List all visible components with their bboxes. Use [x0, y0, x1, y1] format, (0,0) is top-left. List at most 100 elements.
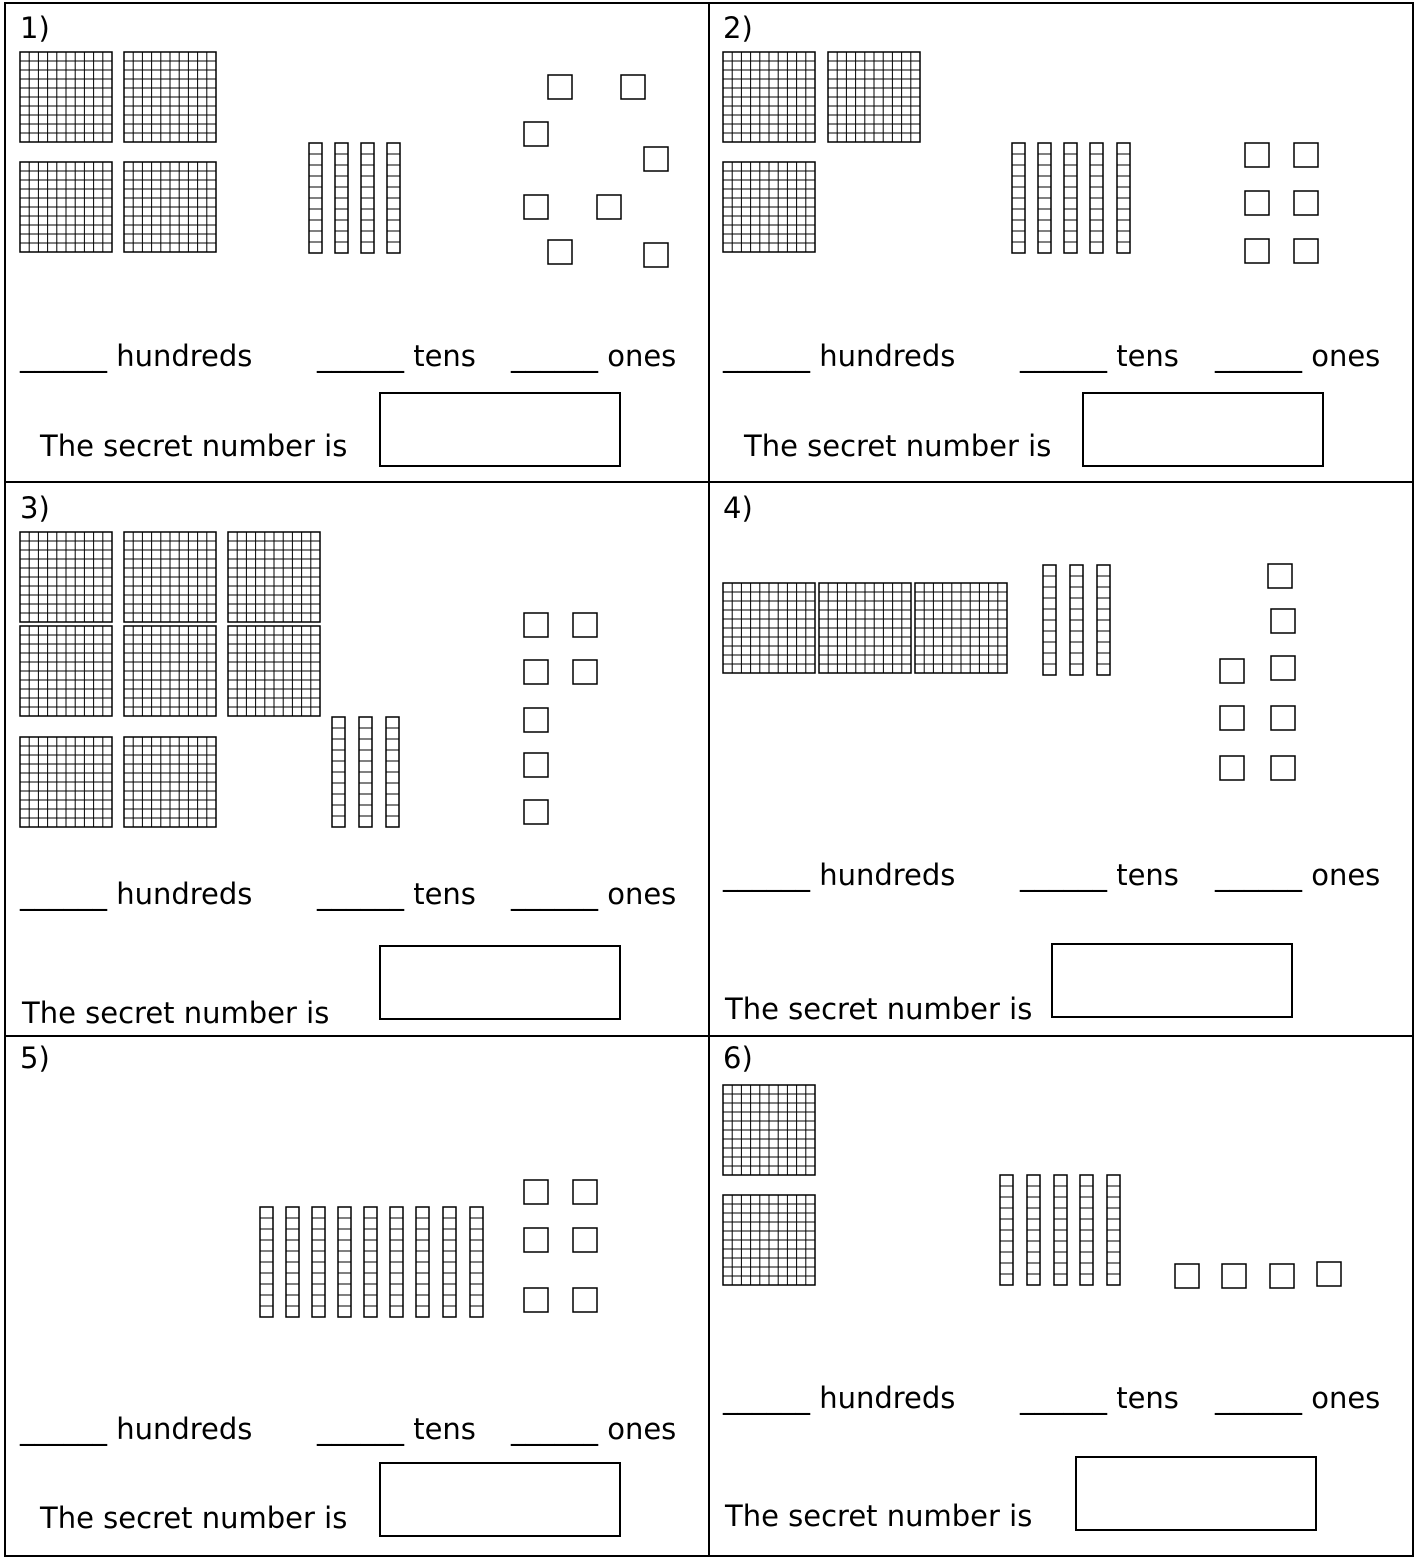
ten-rod	[389, 1206, 404, 1318]
one-cube	[1244, 238, 1270, 264]
one-cube	[1270, 608, 1296, 634]
ten-rod	[1053, 1174, 1068, 1286]
secret-number-prompt: The secret number is	[724, 992, 1032, 1026]
tens-blank: ______ tens	[1019, 1381, 1179, 1415]
one-cube	[1270, 755, 1296, 781]
one-cube	[547, 74, 573, 100]
secret-number-prompt: The secret number is	[39, 1501, 347, 1535]
one-cube	[523, 752, 549, 778]
answer-box	[1051, 943, 1293, 1018]
hundred-block	[914, 582, 1008, 674]
hundred-block	[19, 736, 113, 828]
hundreds-blank: ______ hundreds	[722, 1381, 955, 1415]
hundreds-blank: ______ hundreds	[19, 339, 252, 373]
answer-box	[1082, 392, 1324, 467]
ones-blank: ______ ones	[1214, 858, 1380, 892]
hundred-block	[19, 625, 113, 717]
question-number: 3)	[20, 491, 50, 525]
ten-rod	[999, 1174, 1014, 1286]
one-cube	[523, 121, 549, 147]
hundred-block	[19, 531, 113, 623]
hundred-block	[123, 625, 217, 717]
ones-blank: ______ ones	[510, 1412, 676, 1446]
hundred-block	[722, 1084, 816, 1176]
ones-blank: ______ ones	[510, 877, 676, 911]
one-cube	[572, 1227, 598, 1253]
one-cube	[1219, 658, 1245, 684]
hundred-block	[827, 51, 921, 143]
hundred-block	[722, 1194, 816, 1286]
one-cube	[523, 799, 549, 825]
question-number: 2)	[723, 11, 753, 45]
secret-number-prompt: The secret number is	[743, 429, 1051, 463]
one-cube	[523, 1227, 549, 1253]
one-cube	[643, 242, 669, 268]
one-cube	[1293, 142, 1319, 168]
ten-rod	[1037, 142, 1052, 254]
one-cube	[1269, 1263, 1295, 1289]
one-cube	[572, 659, 598, 685]
question-number: 4)	[723, 491, 753, 525]
answer-box	[379, 1462, 621, 1537]
ten-rod	[1096, 564, 1111, 676]
ten-rod	[1106, 1174, 1121, 1286]
ten-rod	[469, 1206, 484, 1318]
answer-box	[1075, 1456, 1317, 1531]
one-cube	[1174, 1263, 1200, 1289]
ten-rod	[308, 142, 323, 254]
hundreds-blank: ______ hundreds	[722, 339, 955, 373]
ten-rod	[386, 142, 401, 254]
one-cube	[572, 1287, 598, 1313]
hundred-block	[722, 161, 816, 253]
hundreds-blank: ______ hundreds	[19, 877, 252, 911]
question-number: 5)	[20, 1041, 50, 1075]
hundreds-blank: ______ hundreds	[722, 858, 955, 892]
ten-rod	[337, 1206, 352, 1318]
ten-rod	[1089, 142, 1104, 254]
ten-rod	[1011, 142, 1026, 254]
answer-box	[379, 392, 621, 467]
hundred-block	[123, 531, 217, 623]
one-cube	[643, 146, 669, 172]
hundred-block	[19, 51, 113, 143]
ten-rod	[442, 1206, 457, 1318]
ten-rod	[1116, 142, 1131, 254]
ones-blank: ______ ones	[1214, 339, 1380, 373]
one-cube	[523, 612, 549, 638]
one-cube	[547, 239, 573, 265]
ten-rod	[1042, 564, 1057, 676]
ones-blank: ______ ones	[510, 339, 676, 373]
one-cube	[523, 659, 549, 685]
tens-blank: ______ tens	[1019, 339, 1179, 373]
hundred-block	[123, 51, 217, 143]
tens-blank: ______ tens	[316, 1412, 476, 1446]
secret-number-prompt: The secret number is	[39, 429, 347, 463]
hundred-block	[19, 161, 113, 253]
one-cube	[523, 707, 549, 733]
hundred-block	[123, 736, 217, 828]
tens-blank: ______ tens	[316, 877, 476, 911]
question-number: 1)	[20, 11, 50, 45]
one-cube	[1219, 705, 1245, 731]
secret-number-prompt: The secret number is	[21, 996, 329, 1030]
secret-number-prompt: The secret number is	[724, 1499, 1032, 1533]
one-cube	[1270, 705, 1296, 731]
ten-rod	[385, 716, 400, 828]
one-cube	[1244, 142, 1270, 168]
hundred-block	[722, 51, 816, 143]
one-cube	[1293, 190, 1319, 216]
one-cube	[523, 1179, 549, 1205]
ten-rod	[1026, 1174, 1041, 1286]
ten-rod	[360, 142, 375, 254]
ten-rod	[285, 1206, 300, 1318]
one-cube	[523, 1287, 549, 1313]
one-cube	[1293, 238, 1319, 264]
question-number: 6)	[723, 1041, 753, 1075]
one-cube	[1267, 563, 1293, 589]
one-cube	[572, 1179, 598, 1205]
ten-rod	[334, 142, 349, 254]
tens-blank: ______ tens	[316, 339, 476, 373]
tens-blank: ______ tens	[1019, 858, 1179, 892]
one-cube	[572, 612, 598, 638]
one-cube	[1316, 1261, 1342, 1287]
